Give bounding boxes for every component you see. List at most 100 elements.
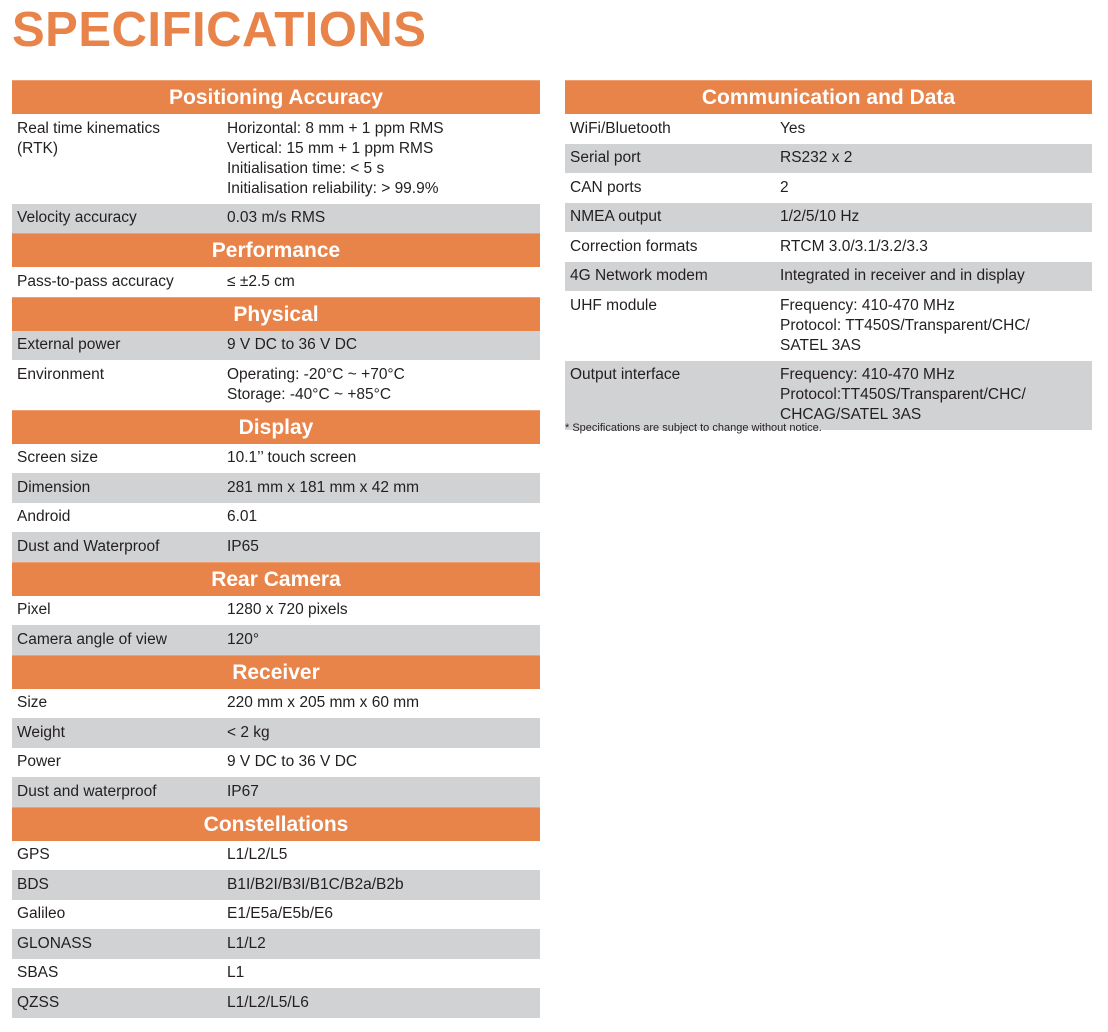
spec-label: Screen size (17, 449, 98, 466)
spec-label: UHF module (570, 296, 657, 314)
section-rear-camera: Rear Camera Pixel 1280 x 720 pixels Camera … (12, 561, 540, 655)
spec-row: Pass-to-pass accuracy ≤ ±2.5 cm (12, 267, 540, 297)
spec-value: 1280 x 720 pixels (227, 600, 540, 620)
spec-value-line: Protocol:TT450S/Transparent/CHC/ (780, 386, 1026, 403)
spec-value-line: L1/L2/L5/L6 (227, 993, 309, 1011)
spec-value-line: Operating: -20°C ~ +70°C (227, 365, 405, 383)
spec-value: ≤ ±2.5 cm (227, 272, 540, 292)
spec-value-line: Storage: -40°C ~ +85°C (227, 385, 392, 403)
spec-label: Output interface (570, 366, 681, 383)
spec-value-line: 281 mm x 181 mm x 42 mm (227, 478, 420, 496)
spec-label: Serial port (570, 149, 641, 166)
spec-value: IP65 (227, 537, 540, 557)
spec-value-line: Initialisation reliability: > 99.9% (227, 179, 439, 197)
spec-label: QZSS (17, 993, 60, 1011)
spec-value: B1I/B2I/B3I/B1C/B2a/B2b (227, 875, 540, 895)
spec-value: L1/L2 (227, 934, 540, 954)
spec-label: Weight (17, 723, 65, 741)
spec-value: 220 mm x 205 mm x 60 mm (227, 693, 540, 713)
spec-row: Dimension 281 mm x 181 mm x 42 mm (12, 473, 540, 503)
spec-value: Frequency: 410-470 MHz Protocol: TT450S/T… (780, 296, 1092, 356)
section-heading: Display (12, 409, 540, 444)
spec-label: Dimension (17, 478, 91, 496)
spec-label: GLONASS (17, 934, 92, 952)
spec-value: 1/2/5/10 Hz (780, 207, 1092, 227)
spec-value: Frequency: 410-470 MHz Protocol:TT450S/Tr… (780, 365, 1092, 425)
spec-value: IP67 (227, 782, 540, 802)
spec-value: Integrated in receiver and in display (780, 266, 1092, 286)
section-performance: Performance Pass-to-pass accuracy ≤ ±2.5 c… (12, 233, 540, 297)
spec-row: Weight < 2 kg (12, 718, 540, 748)
spec-value: L1/L2/L5 (227, 845, 540, 865)
spec-value: E1/E5a/E5b/E6 (227, 904, 540, 924)
spec-label: NMEA output (570, 208, 662, 225)
spec-label: Power (17, 753, 61, 770)
section-heading: Physical (12, 296, 540, 331)
page-title: SPECIFICATIONS (12, 3, 427, 57)
spec-row: Android 6.01 (12, 503, 540, 533)
spec-label: Real time kinematics (RTK) (17, 119, 160, 157)
spec-value-line: 6.01 (227, 508, 258, 525)
spec-value-line: ≤ ±2.5 cm (227, 272, 295, 290)
spec-value: Yes (780, 119, 1092, 139)
spec-value: RS232 x 2 (780, 148, 1092, 168)
spec-label: Android (17, 508, 71, 525)
spec-label: WiFi/Bluetooth (570, 119, 671, 137)
spec-row: CAN ports 2 (565, 173, 1092, 203)
spec-row: Dust and waterproof IP67 (12, 777, 540, 807)
spec-row: Velocity accuracy 0.03 m/s RMS (12, 203, 540, 233)
spec-value-line: Horizontal: 8 mm + 1 ppm RMS (227, 119, 444, 137)
spec-value-line: Yes (780, 119, 806, 137)
section-physical: Physical External power 9 V DC to 36 V DC E… (12, 296, 540, 410)
spec-label: Size (17, 694, 48, 711)
spec-row: Pixel 1280 x 720 pixels (12, 596, 540, 626)
spec-label: Galileo (17, 905, 66, 922)
spec-label: Velocity accuracy (17, 209, 137, 226)
spec-value: < 2 kg (227, 723, 540, 743)
spec-row: GPS L1/L2/L5 (12, 841, 540, 871)
section-heading: Rear Camera (12, 561, 540, 596)
spec-value-line: 9 V DC to 36 V DC (227, 336, 358, 353)
spec-value: 9 V DC to 36 V DC (227, 752, 540, 772)
section-heading: Communication and Data (565, 80, 1092, 114)
spec-value-line: Integrated in receiver and in display (780, 267, 1025, 284)
spec-label: Pixel (17, 601, 51, 618)
spec-label: Dust and Waterproof (17, 537, 160, 555)
spec-value: 120° (227, 630, 540, 650)
spec-row: Size 220 mm x 205 mm x 60 mm (12, 689, 540, 719)
spec-label: BDS (17, 875, 49, 893)
spec-value-line: L1 (227, 964, 245, 981)
spec-row: SBAS L1 (12, 959, 540, 989)
spec-value-line: L1/L2 (227, 934, 266, 952)
spec-row: External power 9 V DC to 36 V DC (12, 330, 540, 360)
spec-value-line: Frequency: 410-470 MHz (780, 296, 955, 314)
section-display: Display Screen size 10.1’’ touch screen Dim… (12, 409, 540, 562)
spec-row: WiFi/Bluetooth Yes (565, 114, 1092, 144)
spec-value: L1/L2/L5/L6 (227, 993, 540, 1013)
spec-value-line: < 2 kg (227, 723, 270, 741)
spec-row: Serial port RS232 x 2 (565, 143, 1092, 173)
section-constellations: Constellations GPS L1/L2/L5 BDS B1I/B2I/B3I/… (12, 806, 540, 1018)
spec-value-line: Frequency: 410-470 MHz (780, 366, 955, 383)
spec-row: Galileo E1/E5a/E5b/E6 (12, 900, 540, 930)
spec-value: 281 mm x 181 mm x 42 mm (227, 478, 540, 498)
spec-row: 4G Network modem Integrated in receiver a… (565, 261, 1092, 291)
spec-label: GPS (17, 846, 50, 863)
section-receiver: Receiver Size 220 mm x 205 mm x 60 mm Weigh… (12, 654, 540, 807)
spec-row: QZSS L1/L2/L5/L6 (12, 988, 540, 1018)
spec-row: GLONASS L1/L2 (12, 929, 540, 959)
spec-row: BDS B1I/B2I/B3I/B1C/B2a/B2b (12, 870, 540, 900)
spec-label: Environment (17, 365, 105, 383)
spec-value-line: IP65 (227, 537, 259, 555)
spec-label: Correction formats (570, 237, 698, 255)
spec-row: Dust and Waterproof IP65 (12, 532, 540, 562)
spec-row: Output interface Frequency: 410-470 MHz Pr… (565, 360, 1092, 430)
spec-label: External power (17, 336, 121, 353)
spec-row: Power 9 V DC to 36 V DC (12, 748, 540, 778)
spec-row: UHF module Frequency: 410-470 MHz Protocol… (565, 291, 1092, 361)
spec-row: Camera angle of view 120° (12, 625, 540, 655)
spec-value-line: 1280 x 720 pixels (227, 601, 348, 618)
spec-value: 6.01 (227, 507, 540, 527)
section-heading: Positioning Accuracy (12, 80, 540, 114)
spec-label: Dust and waterproof (17, 782, 157, 800)
